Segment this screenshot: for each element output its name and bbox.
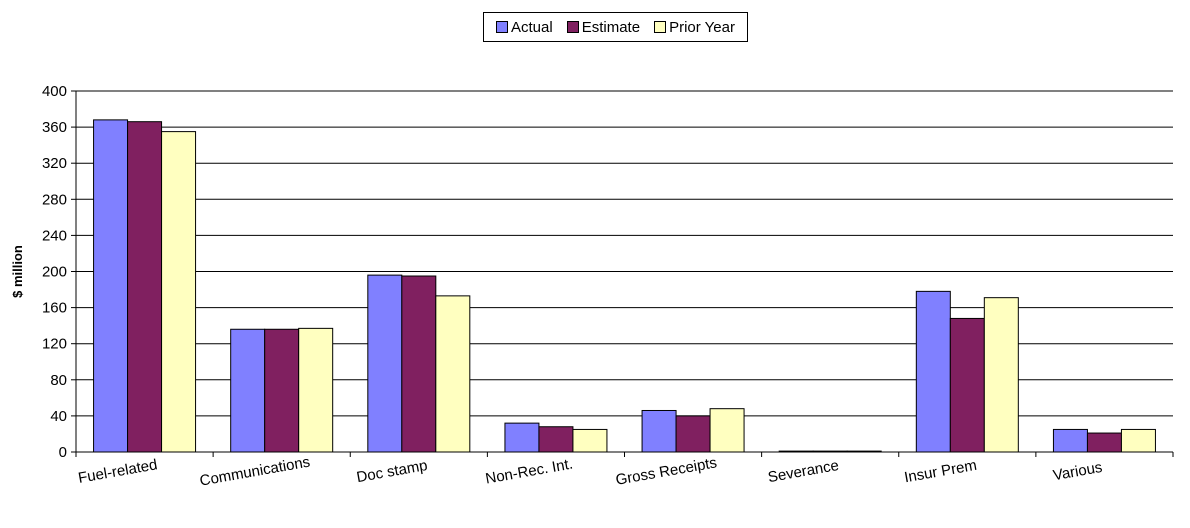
bar-estimate-4 xyxy=(675,415,711,453)
bar-actual-6 xyxy=(915,290,951,453)
y-tick-label-240: 240 xyxy=(42,227,67,244)
x-tick-label-7: Various xyxy=(1052,459,1104,484)
y-tick-label-40: 40 xyxy=(50,408,67,425)
legend-label-actual: Actual xyxy=(511,18,553,36)
x-tick-label-4: Gross Receipts xyxy=(614,454,718,489)
y-tick-label-160: 160 xyxy=(42,300,67,317)
bar-estimate-1 xyxy=(264,328,300,453)
bar-prior-year-5 xyxy=(846,450,882,453)
bar-estimate-3 xyxy=(538,426,574,453)
legend-item-estimate: Estimate xyxy=(566,18,641,36)
bar-actual-2 xyxy=(367,274,403,453)
y-tick-label-360: 360 xyxy=(42,119,67,136)
y-tick-label-400: 400 xyxy=(42,83,67,100)
x-tick-label-6: Insur Prem xyxy=(903,457,978,486)
bar-prior-year-7 xyxy=(1120,428,1156,453)
legend-swatch-prior-year xyxy=(654,21,667,33)
bar-actual-5 xyxy=(778,450,814,453)
legend: Actual Estimate Prior Year xyxy=(483,12,748,42)
bar-estimate-5 xyxy=(812,450,848,453)
legend-item-prior-year: Prior Year xyxy=(654,19,735,36)
y-tick-label-80: 80 xyxy=(50,372,67,389)
bar-prior-year-4 xyxy=(709,408,745,453)
bar-estimate-2 xyxy=(401,275,437,453)
bar-actual-0 xyxy=(93,119,129,453)
bar-prior-year-1 xyxy=(298,327,334,453)
x-tick-label-2: Doc stamp xyxy=(355,457,429,486)
bar-prior-year-2 xyxy=(435,295,471,453)
legend-swatch-estimate xyxy=(566,21,579,33)
bar-actual-1 xyxy=(230,328,266,453)
y-tick-label-320: 320 xyxy=(42,155,67,172)
x-tick-label-5: Severance xyxy=(767,457,841,486)
y-tick-label-280: 280 xyxy=(42,191,67,208)
y-tick-label-120: 120 xyxy=(42,336,67,353)
bar-actual-3 xyxy=(504,422,540,453)
bar-actual-7 xyxy=(1052,428,1088,453)
bar-prior-year-6 xyxy=(983,297,1019,453)
bar-estimate-0 xyxy=(127,121,163,453)
x-tick-label-3: Non-Rec. Int. xyxy=(484,456,574,488)
x-tick-label-0: Fuel-related xyxy=(77,456,159,487)
y-tick-label-0: 0 xyxy=(59,444,67,461)
bar-estimate-7 xyxy=(1086,432,1122,453)
y-axis-title: $ million xyxy=(10,245,25,298)
legend-label-estimate: Estimate xyxy=(581,18,641,36)
bar-actual-4 xyxy=(641,409,677,453)
bar-estimate-6 xyxy=(949,317,985,453)
legend-item-actual: Actual xyxy=(496,19,553,36)
x-tick-label-1: Communications xyxy=(198,453,311,489)
y-tick-label-200: 200 xyxy=(42,264,67,281)
bar-prior-year-3 xyxy=(572,428,608,453)
legend-swatch-actual xyxy=(496,21,508,33)
bar-prior-year-0 xyxy=(161,131,197,453)
legend-label-prior-year: Prior Year xyxy=(669,18,735,36)
